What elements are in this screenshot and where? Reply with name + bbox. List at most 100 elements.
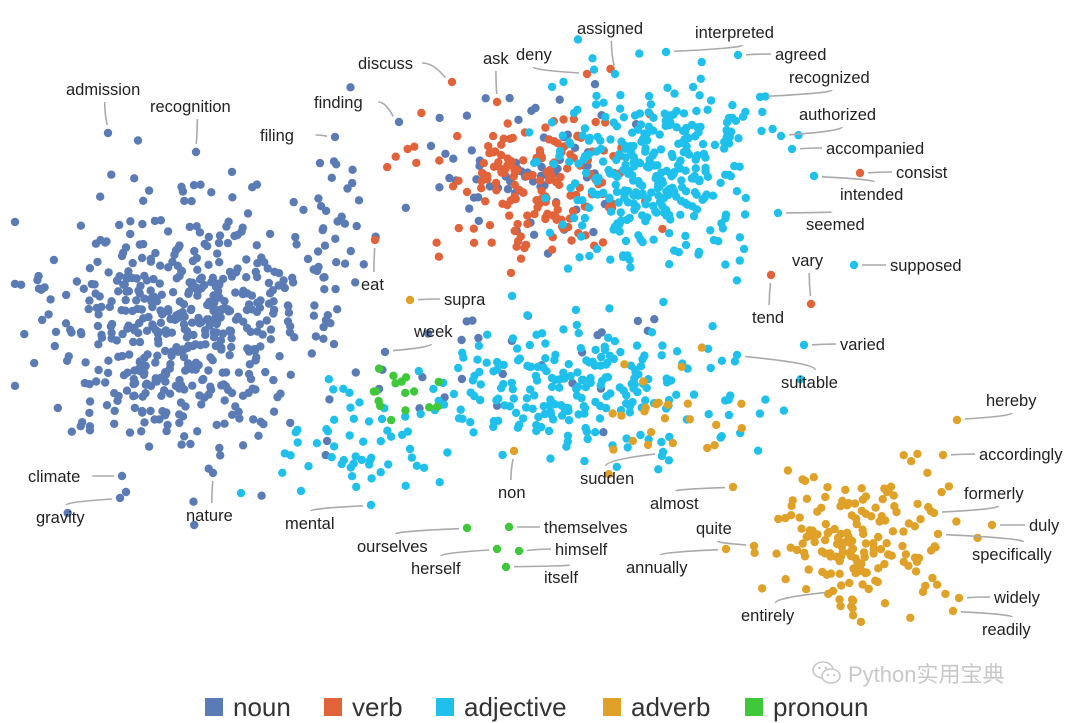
point-adjective <box>703 105 712 115</box>
point-adjective <box>386 432 396 441</box>
point-noun <box>85 397 95 406</box>
point-adjective <box>346 403 355 412</box>
point-pronoun <box>374 364 384 373</box>
label-annually: annually <box>626 559 688 577</box>
point-noun <box>121 306 130 315</box>
point-adjective <box>544 426 554 436</box>
point-noun <box>555 95 564 104</box>
label-accordingly: accordingly <box>979 446 1063 464</box>
point-verb <box>485 221 495 230</box>
point-noun <box>138 408 147 417</box>
point-noun <box>348 178 357 188</box>
point-adjective <box>416 409 425 419</box>
point-verb <box>548 211 558 220</box>
leader-herself <box>440 549 490 557</box>
point-adjective <box>633 387 642 397</box>
point-verb <box>453 131 462 141</box>
point-adjective <box>596 144 606 154</box>
point-adverb <box>835 552 845 562</box>
point-adjective <box>609 225 618 234</box>
point-adjective <box>578 375 588 385</box>
point-adjective <box>511 408 521 418</box>
point-noun <box>262 316 271 325</box>
label-themselves: themselves <box>544 519 627 537</box>
point-adjective <box>528 404 537 413</box>
point-verb <box>544 135 554 144</box>
point-adjective <box>663 83 672 93</box>
point-noun <box>213 292 222 301</box>
point-adjective <box>523 311 532 320</box>
point-verb <box>513 237 523 246</box>
point-adverb <box>772 549 781 558</box>
point-adjective <box>473 355 482 364</box>
point-noun <box>481 94 490 103</box>
point-noun <box>115 220 124 230</box>
point-adjective <box>654 465 663 474</box>
point-adverb <box>907 457 916 466</box>
point-noun <box>327 173 336 182</box>
point-adverb <box>973 533 982 543</box>
point-adjective <box>674 248 683 257</box>
wechat-icon <box>812 661 841 684</box>
point-pronoun <box>434 377 443 387</box>
point-noun <box>181 366 190 375</box>
leader-nature <box>211 480 214 504</box>
leader-itself <box>513 564 571 568</box>
point-adjective <box>698 139 708 149</box>
point-adjective <box>708 322 717 331</box>
point-adjective <box>628 176 638 185</box>
point-noun <box>177 182 186 191</box>
point-noun <box>474 333 483 343</box>
point-noun <box>206 382 215 391</box>
point-adjective <box>476 395 485 405</box>
point-adjective <box>365 460 374 469</box>
point-noun <box>140 294 149 303</box>
point-adjective <box>732 187 742 196</box>
point-noun <box>265 229 275 239</box>
point-noun <box>250 346 260 356</box>
point-adjective <box>588 357 597 366</box>
point-noun <box>189 330 198 340</box>
legend-swatch-verb <box>324 698 342 716</box>
point-adjective <box>384 460 393 469</box>
point-noun <box>343 184 352 193</box>
point-noun <box>76 422 85 431</box>
point-adjective <box>622 399 631 408</box>
point-adjective <box>675 164 685 173</box>
point-adjective <box>611 180 620 189</box>
point-noun <box>144 186 154 195</box>
point-adjective <box>513 344 522 353</box>
point-adverb <box>703 443 712 453</box>
point-adjective <box>665 260 674 269</box>
point-noun <box>309 265 318 274</box>
point-noun <box>112 276 122 285</box>
annotated-point-nature <box>208 468 218 478</box>
point-adverb <box>882 487 892 497</box>
point-noun <box>175 418 184 428</box>
point-adverb <box>912 557 922 566</box>
point-adjective <box>631 368 640 377</box>
point-adjective <box>566 140 575 149</box>
point-adjective <box>735 256 744 265</box>
point-noun <box>190 246 199 256</box>
point-adverb <box>805 526 815 535</box>
point-adverb <box>838 496 847 506</box>
points-layer <box>10 35 997 627</box>
label-specifically: specifically <box>972 546 1053 564</box>
point-adverb <box>913 499 922 509</box>
annotated-point-recognized <box>755 92 765 102</box>
leader-widely <box>966 596 991 599</box>
point-adjective <box>670 89 679 98</box>
point-adjective <box>578 196 587 205</box>
point-noun <box>195 391 204 400</box>
point-noun <box>146 254 155 264</box>
point-noun <box>161 346 170 356</box>
point-adjective <box>620 141 630 150</box>
point-adjective <box>565 157 574 166</box>
point-adjective <box>672 106 681 116</box>
point-adverb <box>845 548 854 558</box>
point-adjective <box>582 168 591 178</box>
point-adverb <box>911 567 921 576</box>
point-adjective <box>690 171 699 181</box>
point-noun <box>273 392 282 402</box>
